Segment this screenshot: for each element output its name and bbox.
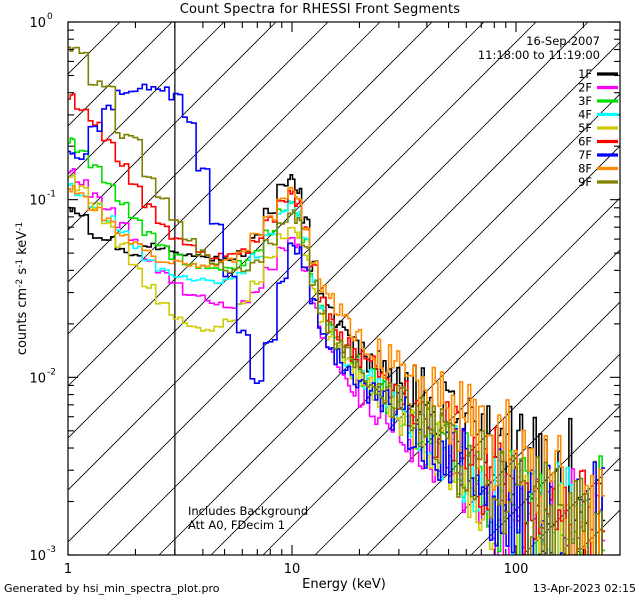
- y-tick-exponent: -2: [47, 367, 56, 377]
- legend-label-1f: 1F: [578, 67, 592, 81]
- legend-label-7f: 7F: [578, 148, 592, 162]
- page-title: Count Spectra for RHESSI Front Segments: [179, 2, 461, 17]
- y-axis-title: counts cm-2 s-1 keV-1: [15, 222, 30, 355]
- spectrum-curve-8f: [68, 185, 606, 555]
- spectrum-curve-9f: [68, 46, 603, 555]
- x-tick-label: 10: [284, 562, 301, 577]
- y-tick-exponent: -3: [47, 545, 56, 555]
- legend-time-range: 11:18:00 to 11:19:00: [478, 48, 600, 62]
- x-tick-label: 1: [64, 562, 72, 577]
- legend-label-5f: 5F: [578, 121, 592, 135]
- plot-frame: [67, 21, 621, 556]
- spectra-curves: [68, 46, 606, 555]
- x-axis-title: Energy (keV): [302, 577, 386, 592]
- footer-generated-by: Generated by hsi_min_spectra_plot.pro: [4, 582, 220, 595]
- footer: Generated by hsi_min_spectra_plot.pro 13-…: [4, 582, 636, 595]
- legend-label-2f: 2F: [578, 81, 592, 95]
- y-tick-label: 10: [29, 371, 46, 386]
- x-axis-ticks: 1 10 100: [64, 22, 584, 577]
- legend-label-4f: 4F: [578, 108, 592, 122]
- legend-date: 16-Sep-2007: [526, 34, 600, 48]
- annotation-attenuator-state: Att A0, FDecim 1: [188, 518, 285, 532]
- y-tick-exponent: -1: [47, 190, 56, 200]
- footer-timestamp: 13-Apr-2023 02:15: [533, 582, 636, 595]
- x-tick-label: 100: [504, 562, 529, 577]
- excluded-energy-hatch: [68, 22, 620, 555]
- y-tick-label: 10: [29, 16, 46, 31]
- legend-label-6f: 6F: [578, 135, 592, 149]
- legend-label-3f: 3F: [578, 94, 592, 108]
- y-tick-label: 10: [29, 549, 46, 564]
- y-tick-label: 10: [29, 194, 46, 209]
- y-tick-exponent: 0: [47, 12, 53, 22]
- legend-label-9f: 9F: [578, 175, 592, 189]
- annotation-includes-background: Includes Background: [188, 504, 308, 518]
- legend-label-8f: 8F: [578, 162, 592, 176]
